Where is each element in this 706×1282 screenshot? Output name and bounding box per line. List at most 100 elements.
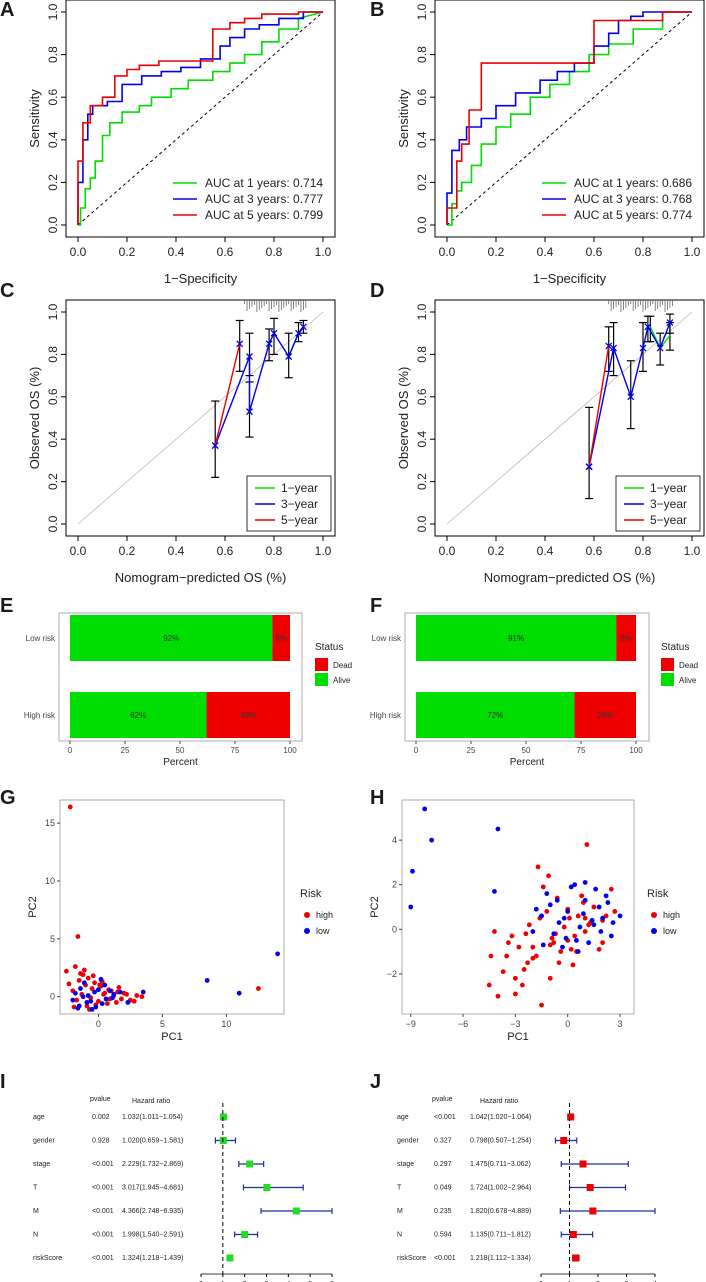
category-label: Low risk xyxy=(26,634,56,643)
point-low xyxy=(88,998,94,1004)
row-pvalue: 0.327 xyxy=(434,1138,452,1145)
row-name: T xyxy=(397,1185,402,1192)
point-low xyxy=(92,989,97,995)
panel-G: 0 5 10 0 5 10 15 PC1 PC2 Risk high low G xyxy=(0,787,333,1043)
point-high xyxy=(533,953,539,959)
calibration-point xyxy=(656,344,664,352)
legend-item: AUC at 3 years: 0.768 xyxy=(574,192,692,206)
point-low xyxy=(84,1000,90,1005)
y-axis-label: Observed OS (%) xyxy=(27,367,42,470)
row-hazard-ratio: 0.798(0.507−1.254) xyxy=(470,1138,531,1145)
x-tick-label: −6 xyxy=(458,1019,468,1029)
legend-item: AUC at 1 years: 0.714 xyxy=(205,176,323,190)
point-high xyxy=(512,975,518,981)
point-low xyxy=(93,1004,99,1010)
plot-frame xyxy=(65,299,336,537)
point-high xyxy=(74,997,80,1003)
calibration-point xyxy=(246,353,253,360)
x-tick-label: 0.2 xyxy=(119,544,136,558)
roc-curve-green xyxy=(447,11,692,226)
point-high xyxy=(546,873,551,879)
legend-swatch xyxy=(315,658,328,671)
plot-frame xyxy=(434,0,705,238)
point-low xyxy=(575,949,581,954)
x-tick-label: 1.0 xyxy=(684,544,701,558)
x-axis-label: 1−Specificity xyxy=(164,271,238,286)
point-high xyxy=(584,842,590,847)
point-low xyxy=(547,902,553,908)
header-hazard-ratio: Hazard ratio xyxy=(480,1098,518,1105)
calibration-point xyxy=(666,319,674,327)
point-high xyxy=(591,904,597,910)
point-high xyxy=(540,884,546,890)
point-low xyxy=(107,988,113,994)
point-low xyxy=(80,994,86,1000)
point-low xyxy=(204,978,210,983)
row-name: gender xyxy=(397,1138,419,1145)
point-low xyxy=(75,1005,81,1011)
x-tick-label: −9 xyxy=(406,1019,416,1029)
row-pvalue: 0.594 xyxy=(434,1232,452,1239)
hr-point xyxy=(226,1254,234,1262)
x-tick-label: 0.8 xyxy=(635,245,652,259)
x-tick-label: 1.0 xyxy=(315,544,332,558)
x-tick-label: 50 xyxy=(522,746,531,755)
point-high xyxy=(113,1000,119,1005)
legend-item: 5−year xyxy=(650,513,687,527)
y-tick-label: 0.4 xyxy=(46,131,60,148)
point-high xyxy=(71,1004,77,1010)
y-tick-label: 1.0 xyxy=(46,3,60,20)
point-low xyxy=(125,1000,131,1005)
point-high xyxy=(104,1001,110,1006)
point-high xyxy=(101,991,106,997)
panel-F: 91% 9% Low risk 72% 28% High risk 0 25 50 75 100 Pe… xyxy=(370,595,698,768)
row-hazard-ratio: 1.324(1.218−1.439) xyxy=(122,1255,183,1262)
point-high xyxy=(72,964,78,969)
row-hazard-ratio: 1.020(0.659−1.581) xyxy=(122,1138,183,1145)
y-tick-label: 0.2 xyxy=(415,174,429,191)
y-tick-label: 5 xyxy=(50,934,55,944)
panel-C: 0.0 0.0 0.2 0.2 0.4 0.4 0.6 0.6 0.8 0.8 1.0 1.0 Nomo… xyxy=(0,280,336,585)
point-high xyxy=(64,968,69,974)
legend-item: low xyxy=(316,926,330,936)
point-low xyxy=(591,922,597,928)
roc-curve-green xyxy=(78,11,324,226)
panel-label: J xyxy=(370,1071,381,1093)
panel-label: E xyxy=(0,595,13,617)
y-tick-label: 0.2 xyxy=(46,174,60,191)
point-high xyxy=(549,935,555,941)
point-high xyxy=(586,922,592,928)
hr-point xyxy=(567,1113,575,1121)
hr-point xyxy=(586,1184,594,1191)
row-hazard-ratio: 1.218(1.112−1.334) xyxy=(470,1255,531,1262)
point-low xyxy=(561,915,567,921)
point-low xyxy=(85,993,91,998)
point-low xyxy=(593,886,599,892)
panel-label: C xyxy=(0,280,14,302)
row-name: riskScore xyxy=(33,1255,62,1262)
y-tick-label: 0 xyxy=(50,992,55,1002)
point-high xyxy=(76,978,82,983)
calibration-point xyxy=(285,353,293,360)
bar-label-alive: 62% xyxy=(130,711,146,720)
x-axis-label: PC1 xyxy=(507,1031,528,1043)
y-tick-label: 15 xyxy=(45,818,55,828)
point-high xyxy=(600,940,606,946)
bar-alive xyxy=(416,692,575,738)
legend-item: 5−year xyxy=(281,513,318,527)
calibration-point xyxy=(270,329,278,337)
point-high xyxy=(570,962,576,968)
roc-curve-blue xyxy=(77,11,323,225)
point-high xyxy=(596,946,602,952)
point-low xyxy=(275,951,280,957)
panel-label: A xyxy=(0,0,14,21)
legend-swatch xyxy=(315,673,328,686)
legend-swatch xyxy=(651,928,657,934)
point-low xyxy=(605,900,611,905)
point-high xyxy=(572,933,578,939)
point-high xyxy=(486,982,492,988)
y-tick-label: 1.0 xyxy=(415,303,429,320)
row-name: stage xyxy=(33,1161,50,1168)
y-tick-label: −2 xyxy=(387,969,397,979)
